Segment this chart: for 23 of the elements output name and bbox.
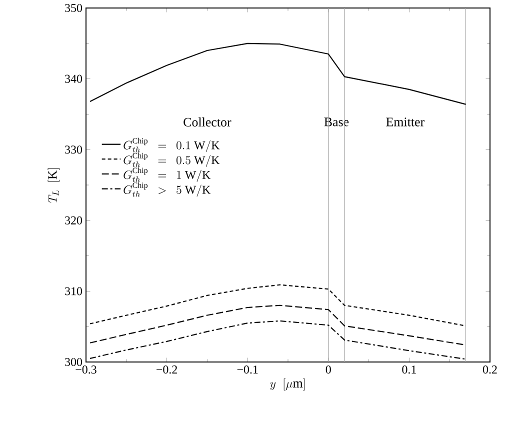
x-axis-title: $y\ \ [\mu\mathrm{m}]$ bbox=[270, 378, 305, 390]
y-tick-label: 340 bbox=[65, 74, 82, 83]
y-tick-label: 330 bbox=[65, 146, 82, 154]
y-axis-title: $T_L\ \ [\mathrm{K}]$ bbox=[48, 168, 60, 203]
y-tick-label: 350 bbox=[65, 4, 82, 12]
y-tick-label: 320 bbox=[65, 216, 82, 224]
legend-label: $G_{th}^{\mathrm{Chip}}\ \ >\ \ 5\ \mathrm{W/K}$ bbox=[124, 182, 211, 197]
y-tick-label: 300 bbox=[65, 358, 82, 366]
legend-label: $G_{th}^{\mathrm{Chip}}\ \ =\ \ 0.5\ \mathrm{W/K}$ bbox=[124, 152, 220, 168]
annotation: Collector bbox=[184, 117, 232, 127]
x-tick-label: 0 bbox=[326, 366, 331, 374]
annotation: Base bbox=[324, 118, 349, 126]
legend-label: $G_{th}^{\mathrm{Chip}}\ \ =\ \ 0.1\ \mathrm{W/K}$ bbox=[124, 138, 220, 152]
x-tick-label: −0.1 bbox=[237, 366, 258, 374]
legend-label: $G_{th}^{\mathrm{Chip}}\ \ =\ \ 1\ \mathrm{W/K}$ bbox=[124, 168, 211, 182]
x-tick-label: 0.1 bbox=[402, 366, 416, 374]
line-series bbox=[89, 284, 466, 326]
annotation: Emitter bbox=[386, 118, 424, 126]
line-series bbox=[89, 42, 466, 105]
x-tick-label: −0.2 bbox=[156, 366, 177, 374]
x-tick-label: 0.2 bbox=[482, 366, 497, 374]
x-tick-label: −0.3 bbox=[76, 366, 96, 374]
y-tick-label: 310 bbox=[65, 287, 82, 296]
